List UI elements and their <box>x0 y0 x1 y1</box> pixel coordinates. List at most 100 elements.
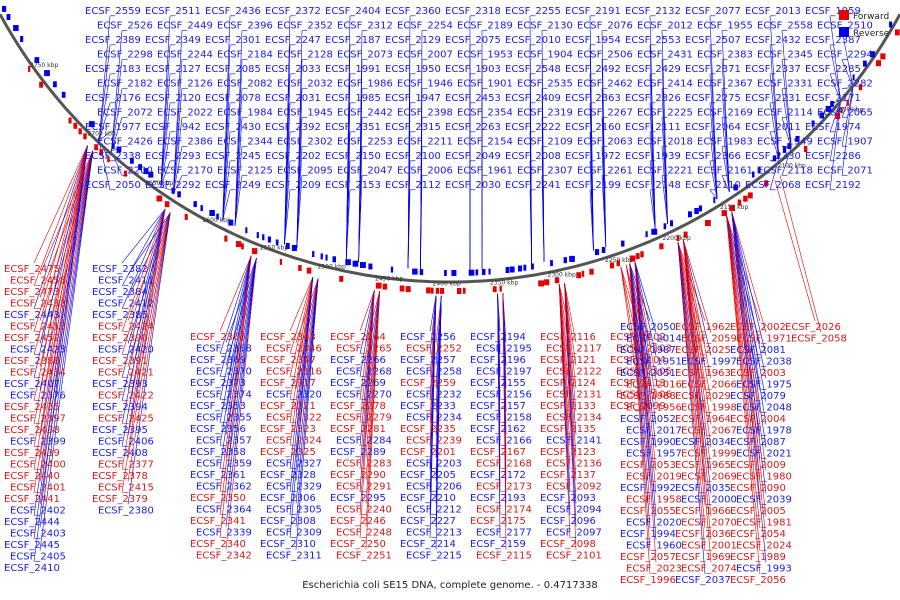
gene-forward <box>492 286 497 293</box>
gene-label-reverse: ECSF_2097 <box>546 528 602 539</box>
connector-line <box>222 189 231 221</box>
gene-label-reverse: ECSF_1949 <box>757 137 813 148</box>
gene-label-reverse: ECSF_2010 <box>505 35 561 46</box>
connector-line <box>726 214 761 391</box>
gene-label-reverse: ECSF_2100 <box>385 151 441 162</box>
gene-forward <box>73 122 78 129</box>
gene-label-forward: ECSF_2379 <box>92 494 148 505</box>
gene-reverse <box>531 263 534 270</box>
gene-label-reverse: ECSF_2445 <box>4 540 60 551</box>
gene-label-reverse: ECSF_2039 <box>736 495 792 506</box>
gene-forward <box>875 60 881 67</box>
gene-label-reverse: ECSF_1993 <box>736 564 792 575</box>
gene-label-reverse: ECSF_2087 <box>730 437 786 448</box>
gene-label-reverse: ECSF_2169 <box>697 108 753 119</box>
gene-label-reverse: ECSF_2082 <box>217 79 273 90</box>
connector-line <box>289 277 314 332</box>
gene-label-forward: ECSF_2265 <box>336 344 392 355</box>
gene-label-reverse: ECSF_2222 <box>505 122 561 133</box>
connector-line <box>219 255 252 424</box>
gene-label-reverse: ECSF_2558 <box>757 21 813 32</box>
gene-forward <box>729 205 735 212</box>
connector-line <box>225 257 257 504</box>
gene-label-forward: ECSF_2115 <box>476 551 532 562</box>
gene-label-reverse: ECSF_2301 <box>205 35 261 46</box>
connector-line <box>683 239 712 471</box>
gene-label-reverse: ECSF_2068 <box>745 180 801 191</box>
gene-reverse <box>143 168 149 175</box>
connector-line <box>121 209 166 379</box>
gene-label-reverse: ECSF_1974 <box>805 122 861 133</box>
connector-line <box>683 239 712 517</box>
connector-line <box>709 131 718 200</box>
gene-label-reverse: ECSF_2247 <box>265 35 321 46</box>
gene-label-forward: ECSF_2099 <box>610 401 666 412</box>
gene-forward <box>894 29 900 36</box>
gene-reverse <box>830 100 834 107</box>
gene-label-reverse: ECSF_2020 <box>626 518 682 529</box>
gene-label-reverse: ECSF_2000 <box>681 495 737 506</box>
gene-label-reverse: ECSF_2234 <box>406 413 462 424</box>
gene-label-forward: ECSF_1981 <box>736 518 792 529</box>
connector-line <box>731 211 767 471</box>
connector-line <box>731 211 767 563</box>
gene-label-reverse: ECSF_1951 <box>626 357 682 368</box>
gene-reverse <box>645 231 648 238</box>
gene-label-reverse: ECSF_2129 <box>385 35 441 46</box>
gene-label-forward: ECSF_2136 <box>546 459 602 470</box>
gene-label-reverse: ECSF_2200 <box>97 166 153 177</box>
gene-label-reverse: ECSF_2255 <box>505 6 561 17</box>
connector-line <box>284 189 291 245</box>
gene-label-reverse: ECSF_2294 <box>817 50 873 61</box>
connector-line <box>726 214 761 483</box>
connector-line <box>634 261 657 402</box>
connector-line <box>841 59 854 88</box>
gene-label-forward: ECSF_2240 <box>336 505 392 516</box>
gene-label-reverse: ECSF_2047 <box>337 166 393 177</box>
connector-line <box>359 290 375 355</box>
gene-label-forward: ECSF_1969 <box>675 552 731 563</box>
gene-label-reverse: ECSF_2008 <box>505 151 561 162</box>
gene-reverse <box>698 205 702 212</box>
gene-label-reverse: ECSF_2206 <box>406 482 462 493</box>
gene-forward <box>616 260 620 267</box>
gene-reverse <box>13 25 19 31</box>
connector-line <box>564 282 577 366</box>
gene-label-forward: ECSF_2131 <box>546 390 602 401</box>
gene-reverse <box>670 220 673 227</box>
connector-line <box>219 255 252 355</box>
gene-label-reverse: ECSF_2221 <box>637 166 693 177</box>
connector-line <box>365 291 380 366</box>
gene-forward <box>235 241 242 248</box>
gene-label-reverse: ECSF_2372 <box>265 6 321 17</box>
gene-label-forward: ECSF_2201 <box>400 447 456 458</box>
gene-label-reverse: ECSF_2073 <box>337 50 393 61</box>
connector-line <box>289 277 314 470</box>
gene-label-reverse: ECSF_2449 <box>157 21 213 32</box>
gene-label-reverse: ECSF_2405 <box>10 552 66 563</box>
gene-label-reverse: ECSF_2444 <box>4 517 60 528</box>
connector-line <box>219 255 252 401</box>
connector-line <box>634 261 657 448</box>
gene-label-forward: ECSF_2324 <box>266 436 322 447</box>
gene-label-reverse: ECSF_2118 <box>757 166 813 177</box>
gene-label-forward: ECSF_2092 <box>546 482 602 493</box>
gene-forward <box>835 113 841 120</box>
scale-tick-label: 2400 kbp <box>433 281 461 288</box>
gene-label-reverse: ECSF_2402 <box>10 506 66 517</box>
connector-line <box>359 290 375 539</box>
gene-reverse <box>209 210 215 216</box>
gene-forward <box>544 279 550 286</box>
gene-label-reverse: ECSF_2367 <box>697 79 753 90</box>
connector-line <box>558 284 571 539</box>
connector-line <box>33 145 88 310</box>
gene-label-reverse: ECSF_2510 <box>817 21 873 32</box>
gene-label-reverse: ECSF_2289 <box>330 447 386 458</box>
connector-line <box>629 263 651 575</box>
gene-forward <box>94 144 99 151</box>
gene-label-reverse: ECSF_1997 <box>681 357 737 368</box>
gene-label-forward: ECSF_2122 <box>546 367 602 378</box>
gene-label-reverse: ECSF_1992 <box>620 483 676 494</box>
gene-label-reverse: ECSF_2065 <box>817 108 873 119</box>
connector-line <box>649 131 656 230</box>
